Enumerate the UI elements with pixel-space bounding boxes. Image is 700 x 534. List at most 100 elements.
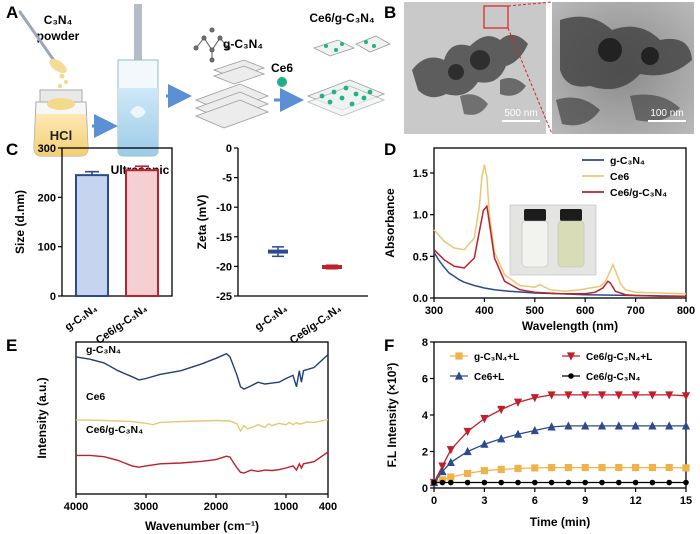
fluorescence-data-point [614, 421, 623, 430]
fluorescence-data-point [497, 405, 506, 415]
absorbance-chart-ytick-label: 0.5 [413, 251, 428, 263]
fluorescence-data-point [446, 457, 455, 467]
fluorescence-data-point [565, 479, 572, 486]
absorbance-chart-xlabel: Wavelength (nm) [522, 319, 618, 333]
scale-label-left: 500 nm [504, 108, 537, 119]
fluorescence-series-line [433, 394, 687, 483]
ftir-chart-xtick-label: 400 [319, 501, 337, 513]
fluorescence-chart-ytick-label: 4 [422, 410, 429, 422]
fluorescence-data-point [498, 479, 505, 486]
ftir-series-label: Ce6/g-C₃N₄ [86, 424, 143, 436]
panel-b: B 500 nm 100 nm [384, 1, 694, 135]
fluorescence-data-point [682, 464, 690, 472]
fluorescence-data-point [665, 421, 674, 430]
absorbance-chart-frame [433, 147, 687, 299]
gc3n4-label: g-C₃N₄ [223, 37, 263, 51]
absorbance-legend-label: Ce6/g-C₃N₄ [610, 187, 667, 199]
fluorescence-legend-label: Ce6/g-C₃N₄+L [586, 352, 652, 363]
fluorescence-data-point [581, 391, 590, 400]
ftir-series-label: Ce6 [86, 391, 105, 403]
spatula-icon [18, 10, 67, 74]
fluorescence-data-point [438, 462, 447, 471]
panel-f: F 0 2 4 6 8 0 3 6 9 12 15 F.L Intensity (×10³) Time … [384, 336, 692, 529]
panel-letter-b: B [384, 3, 396, 22]
panel-e: E 4000 3000 2000 1000 400 Intensity (a.u.) Wav… [6, 336, 337, 533]
absorbance-chart-ytick-label: 1.5 [413, 168, 428, 180]
vial-cap-icon [560, 209, 582, 221]
fluorescence-chart-xlabel: Time (min) [530, 515, 590, 529]
fluorescence-data-point [665, 391, 674, 400]
ftir-chart-xlabel: Wavenumber (cm⁻¹) [145, 519, 259, 533]
zeta-chart-ytick-label: 0 [226, 143, 232, 155]
size-chart-ylabel: Size (d.nm) [13, 190, 27, 254]
size-category-label: Ce6/g-C₃N₄ [94, 303, 150, 347]
fluorescence-chart-xtick-label: 9 [582, 495, 588, 507]
panel-letter-a: A [6, 3, 18, 22]
absorbance-legend-label: g-C₃N₄ [610, 155, 645, 167]
fluorescence-series-line [433, 425, 686, 483]
fluorescence-data-point [631, 391, 640, 400]
fluorescence-legend-marker [566, 352, 576, 361]
fluorescence-chart-xtick-label: 0 [431, 495, 437, 507]
zoom-line-bottom [507, 27, 553, 135]
fluorescence-data-point [616, 479, 622, 486]
panel-letter-f: F [384, 336, 394, 355]
fluorescence-data-point [547, 391, 556, 400]
size-bar [75, 174, 109, 297]
size-category-label: g-C₃N₄ [63, 303, 100, 334]
absorbance-legend-label: Ce6 [610, 171, 629, 183]
fluorescence-legend-label: Ce6+L [474, 372, 504, 383]
fluorescence-data-point [464, 469, 472, 477]
absorbance-chart-xtick-label: 600 [576, 305, 594, 317]
fluorescence-data-point [464, 479, 471, 486]
fluorescence-data-point [597, 391, 607, 400]
ftir-series-line [75, 352, 329, 390]
ftir-chart-xtick-label: 1000 [274, 501, 298, 513]
fluorescence-legend-marker [454, 371, 464, 380]
absorbance-chart-xtick-label: 300 [425, 305, 443, 317]
c3n4-powder-line1: C₃N₄ [44, 13, 73, 27]
absorbance-chart-ylabel: Absorbance [383, 188, 397, 258]
fluorescence-chart-ytick-label: 8 [422, 337, 428, 349]
absorbance-series-line [433, 164, 687, 295]
zoom-line-top [507, 1, 553, 7]
vial-cap-icon [524, 209, 546, 221]
fluorescence-data-point [564, 463, 572, 472]
vial-colorless-icon [521, 220, 549, 268]
fluorescence-data-point [532, 479, 538, 486]
triazine-molecule-icon [193, 27, 231, 63]
fluorescence-data-point [513, 398, 523, 407]
panel-letter-e: E [6, 336, 17, 355]
tem-particles-right [556, 16, 692, 126]
absorbance-chart-ytick-label: 1.0 [413, 210, 428, 222]
fluorescence-chart-xtick-label: 3 [481, 495, 487, 507]
fluorescence-data-point [666, 479, 672, 486]
fluorescence-chart-xtick-label: 6 [532, 495, 538, 507]
fluorescence-data-point [598, 463, 606, 472]
product-label: Ce6/g-C₃N₄ [309, 11, 375, 25]
fluorescence-chart-xtick-label: 15 [680, 495, 692, 507]
fluorescence-data-point [481, 479, 488, 486]
zoom-box [483, 5, 509, 29]
hcl-label: HCl [50, 128, 72, 143]
fluorescence-data-point [681, 421, 691, 430]
fluorescence-data-point [480, 439, 489, 448]
fluorescence-data-point [497, 434, 506, 443]
size-bar [125, 169, 159, 297]
fluorescence-data-point [547, 422, 556, 431]
size-chart-ytick-label: 200 [38, 192, 56, 204]
fluorescence-data-point [632, 479, 639, 486]
ce6-molecule-icon [277, 77, 287, 87]
fluorescence-data-point [614, 391, 623, 400]
falling-powder-icon [57, 73, 68, 89]
fluorescence-data-point [582, 479, 588, 486]
fluorescence-data-point [447, 473, 455, 481]
fluorescence-chart-frame [433, 341, 687, 489]
ftir-chart-frame [75, 341, 329, 495]
fluorescence-data-point [648, 463, 656, 472]
absorbance-chart-xtick-label: 400 [475, 305, 493, 317]
fluorescence-data-point [513, 429, 523, 438]
fluorescence-line-chart: 0 2 4 6 8 0 3 6 9 12 15 F.L Intensity (×10³) Time (m… [385, 337, 692, 529]
fluorescence-data-point [446, 446, 455, 455]
